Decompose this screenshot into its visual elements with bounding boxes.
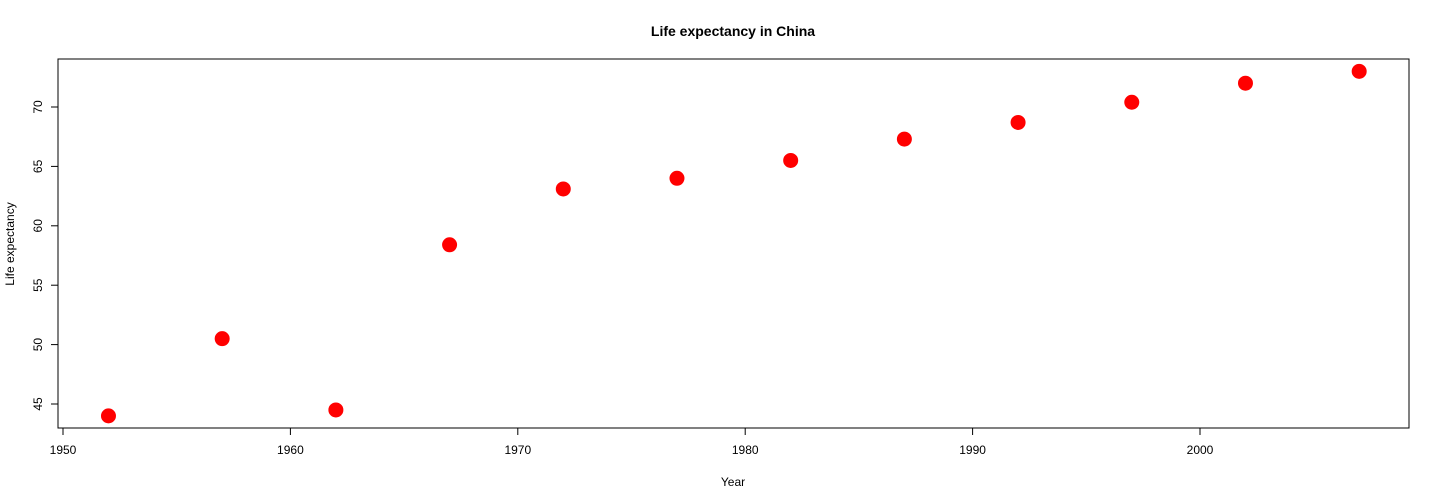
data-point — [1237, 75, 1253, 91]
x-axis-title: Year — [721, 475, 745, 489]
y-axis: 45 50 55 60 65 70 — [31, 100, 59, 411]
y-axis-title: Life expectancy — [3, 202, 17, 285]
y-tick-label: 50 — [31, 338, 45, 352]
x-tick-label: 1970 — [504, 443, 531, 457]
data-point — [1010, 114, 1026, 130]
data-point — [1351, 63, 1367, 79]
x-axis: 1950 1960 1970 1980 1990 2000 — [50, 427, 1214, 457]
data-point — [896, 131, 912, 147]
y-tick-label: 55 — [31, 278, 45, 292]
chart-title: Life expectancy in China — [651, 23, 815, 39]
y-tick-label: 60 — [31, 219, 45, 233]
data-point — [555, 181, 571, 197]
data-point — [214, 331, 230, 347]
data-point — [783, 152, 799, 168]
y-tick-label: 45 — [31, 397, 45, 411]
x-tick-label: 2000 — [1187, 443, 1214, 457]
x-tick-label: 1990 — [959, 443, 986, 457]
x-tick-label: 1960 — [277, 443, 304, 457]
data-points — [100, 63, 1367, 424]
data-point — [669, 170, 685, 186]
y-tick-label: 70 — [31, 100, 45, 114]
y-tick-label: 65 — [31, 159, 45, 173]
data-point — [328, 402, 344, 418]
plot-frame — [57, 58, 1410, 429]
data-point — [1124, 94, 1140, 110]
x-tick-label: 1980 — [732, 443, 759, 457]
data-point — [100, 408, 116, 424]
data-point — [442, 237, 458, 253]
x-tick-label: 1950 — [50, 443, 77, 457]
